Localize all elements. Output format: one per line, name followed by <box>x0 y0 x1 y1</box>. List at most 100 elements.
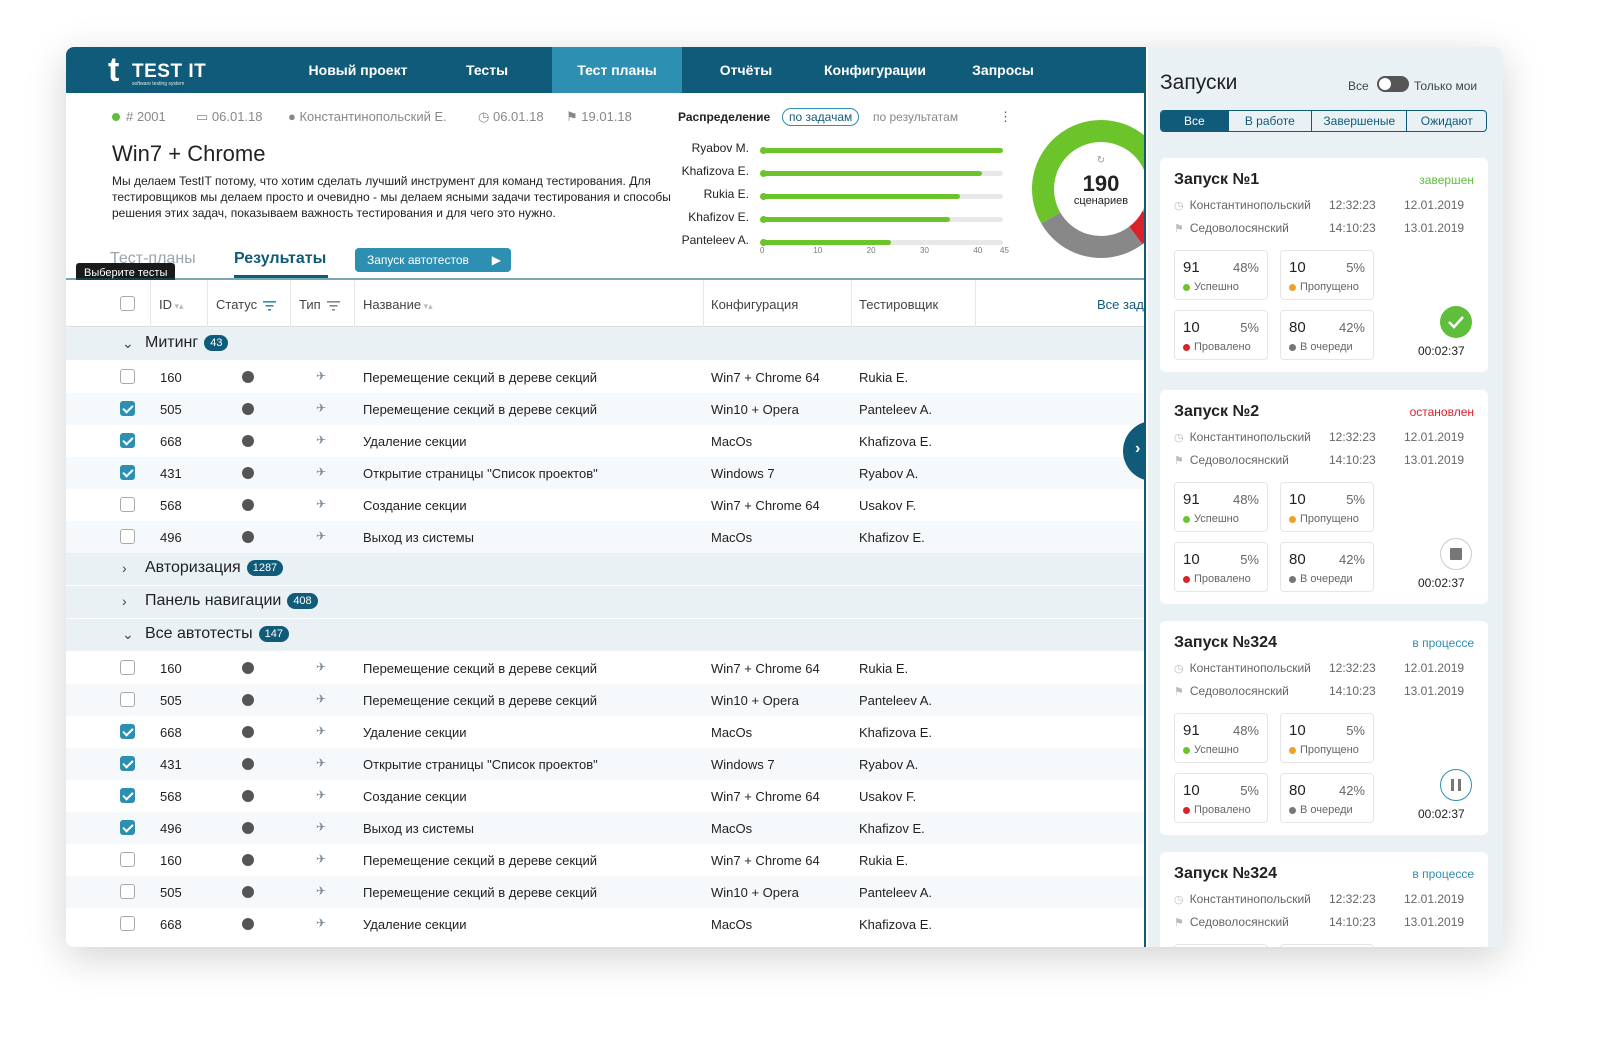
toggle-all-label[interactable]: Все <box>1348 79 1369 93</box>
group-row[interactable]: ⌄ Все автотесты 147 <box>66 619 1146 651</box>
col-type[interactable]: Тип <box>299 297 340 312</box>
row-checkbox[interactable] <box>120 497 135 512</box>
row-name[interactable]: Создание секции <box>363 498 467 513</box>
row-checkbox[interactable] <box>120 884 135 899</box>
row-checkbox[interactable] <box>120 401 135 416</box>
run-card[interactable]: Запуск №324 в процессе ◷ Константинопольски… <box>1160 621 1488 835</box>
row-name[interactable]: Перемещение секций в дереве секций <box>363 402 598 417</box>
row-name[interactable]: Выход из системы <box>363 821 474 836</box>
table-row[interactable]: 431 ✈ Открытие страницы "Список проектов" W… <box>66 457 1146 489</box>
run-card[interactable]: Запуск №324 в процессе ◷ Константинопольски… <box>1160 852 1488 947</box>
table-row[interactable]: 505 ✈ Перемещение секций в дереве секций Wi… <box>66 684 1146 716</box>
x-tick-label: 10 <box>813 246 823 255</box>
col-tester[interactable]: Тестировщик <box>859 297 939 312</box>
table-row[interactable]: 505 ✈ Перемещение секций в дереве секций Wi… <box>66 393 1146 425</box>
row-checkbox[interactable] <box>120 692 135 707</box>
only-mine-toggle[interactable] <box>1377 76 1409 92</box>
chevron-right-icon[interactable]: › <box>122 593 127 609</box>
row-name[interactable]: Открытие страницы "Список проектов" <box>363 757 598 772</box>
run-title[interactable]: Запуск №324 <box>1174 634 1277 651</box>
chevron-down-icon[interactable]: ⌄ <box>122 335 134 351</box>
filter-waiting[interactable]: Ожидают <box>1420 114 1473 128</box>
run-autotests-button[interactable]: Запуск автотестов ▶ <box>355 248 511 272</box>
donut-segment[interactable] <box>1031 119 1146 259</box>
sort-icon[interactable]: ▾▴ <box>172 301 184 311</box>
row-name[interactable]: Удаление секции <box>363 725 467 740</box>
bar-label: Panteleev A. <box>681 233 749 247</box>
row-name[interactable]: Удаление секции <box>363 917 467 932</box>
row-name[interactable]: Открытие страницы "Список проектов" <box>363 466 598 481</box>
nav-requests[interactable]: Запросы <box>972 62 1034 78</box>
run-card[interactable]: Запуск №2 остановлен ◷ Константинопольский 1… <box>1160 390 1488 604</box>
run-card[interactable]: Запуск №1 завершен ◷ Константинопольский 12:… <box>1160 158 1488 372</box>
select-all-checkbox[interactable] <box>120 296 135 311</box>
tab-test-plans[interactable]: Тест-планы <box>110 250 196 267</box>
row-name[interactable]: Перемещение секций в дереве секций <box>363 885 598 900</box>
run-title[interactable]: Запуск №2 <box>1174 403 1260 420</box>
row-checkbox[interactable] <box>120 660 135 675</box>
chevron-down-icon[interactable]: ⌄ <box>122 626 134 642</box>
row-name[interactable]: Выход из системы <box>363 530 474 545</box>
nav-new-project[interactable]: Новый проект <box>308 62 408 78</box>
by-tasks-toggle[interactable]: по задачам <box>782 108 860 126</box>
table-row[interactable]: 496 ✈ Выход из системы MacOs Khafizov E. <box>66 812 1146 844</box>
sort-icon[interactable]: ▾▴ <box>421 301 433 311</box>
row-checkbox[interactable] <box>120 529 135 544</box>
col-configuration[interactable]: Конфигурация <box>711 297 799 312</box>
col-status[interactable]: Статус <box>216 297 277 312</box>
group-row[interactable]: ⌄ Митинг 43 <box>66 328 1146 360</box>
col-id[interactable]: ID ▾▴ <box>159 297 184 312</box>
run-title[interactable]: Запуск №324 <box>1174 865 1277 882</box>
table-row[interactable]: 668 ✈ Удаление секции MacOs Khafizova E. <box>66 716 1146 748</box>
filter-finished[interactable]: Завершеные <box>1312 111 1408 131</box>
nav-reports[interactable]: Отчёты <box>719 62 773 78</box>
nav-configurations[interactable]: Конфигурации <box>824 62 926 78</box>
group-row[interactable]: › Панель навигации 408 <box>66 586 1146 618</box>
row-name[interactable]: Удаление секции <box>363 434 467 449</box>
table-row[interactable]: 431 ✈ Открытие страницы "Список проектов" W… <box>66 748 1146 780</box>
table-row[interactable]: 505 ✈ Перемещение секций в дереве секций Wi… <box>66 876 1146 908</box>
row-name[interactable]: Перемещение секций в дереве секций <box>363 853 598 868</box>
stop-icon[interactable] <box>1440 538 1472 570</box>
run-title[interactable]: Запуск №1 <box>1174 171 1260 188</box>
refresh-icon[interactable]: ↻ <box>1096 155 1106 166</box>
table-row[interactable]: 568 ✈ Создание секции Win7 + Chrome 64 Usako… <box>66 780 1146 812</box>
chevron-right-icon[interactable]: › <box>122 560 127 576</box>
row-name[interactable]: Перемещение секций в дереве секций <box>363 661 598 676</box>
more-icon[interactable]: ⋮ <box>999 109 1012 124</box>
table-row[interactable]: 160 ✈ Перемещение секций в дереве секций Wi… <box>66 844 1146 876</box>
by-results-toggle[interactable]: по результатам <box>873 110 959 124</box>
row-checkbox[interactable] <box>120 756 135 771</box>
table-row[interactable]: 568 ✈ Создание секции Win7 + Chrome 64 Usako… <box>66 489 1146 521</box>
row-checkbox[interactable] <box>120 852 135 867</box>
row-checkbox[interactable] <box>120 724 135 739</box>
table-row[interactable]: 496 ✈ Выход из системы MacOs Khafizov E. <box>66 521 1146 553</box>
row-checkbox[interactable] <box>120 820 135 835</box>
row-checkbox[interactable] <box>120 369 135 384</box>
filter-icon[interactable] <box>326 300 340 311</box>
collapse-panel-button[interactable]: › <box>1123 421 1146 481</box>
check-icon[interactable] <box>1440 306 1472 338</box>
table-row[interactable]: 160 ✈ Перемещение секций в дереве секций Wi… <box>66 361 1146 393</box>
nav-test-plans[interactable]: Тест планы <box>552 47 682 93</box>
table-row[interactable]: 160 ✈ Перемещение секций в дереве секций Wi… <box>66 652 1146 684</box>
filter-in-progress[interactable]: В работе <box>1229 111 1313 131</box>
toggle-mine-label[interactable]: Только мои <box>1414 79 1478 93</box>
tab-results[interactable]: Результаты <box>234 250 327 267</box>
row-checkbox[interactable] <box>120 788 135 803</box>
row-name[interactable]: Перемещение секций в дереве секций <box>363 693 598 708</box>
filter-all[interactable]: Все <box>1161 111 1229 131</box>
all-tasks-link[interactable]: Все зад <box>1097 297 1144 312</box>
row-name[interactable]: Создание секции <box>363 789 467 804</box>
table-row[interactable]: 668 ✈ Удаление секции MacOs Khafizova E. <box>66 425 1146 457</box>
row-name[interactable]: Перемещение секций в дереве секций <box>363 370 598 385</box>
table-row[interactable]: 668 ✈ Удаление секции MacOs Khafizova E. <box>66 908 1146 940</box>
group-row[interactable]: › Авторизация 1287 <box>66 553 1146 585</box>
nav-tests[interactable]: Тесты <box>465 62 509 78</box>
filter-icon[interactable] <box>263 300 277 311</box>
pause-icon[interactable] <box>1440 769 1472 801</box>
col-name[interactable]: Название ▾▴ <box>363 297 433 312</box>
row-checkbox[interactable] <box>120 433 135 448</box>
row-checkbox[interactable] <box>120 465 135 480</box>
row-checkbox[interactable] <box>120 916 135 931</box>
